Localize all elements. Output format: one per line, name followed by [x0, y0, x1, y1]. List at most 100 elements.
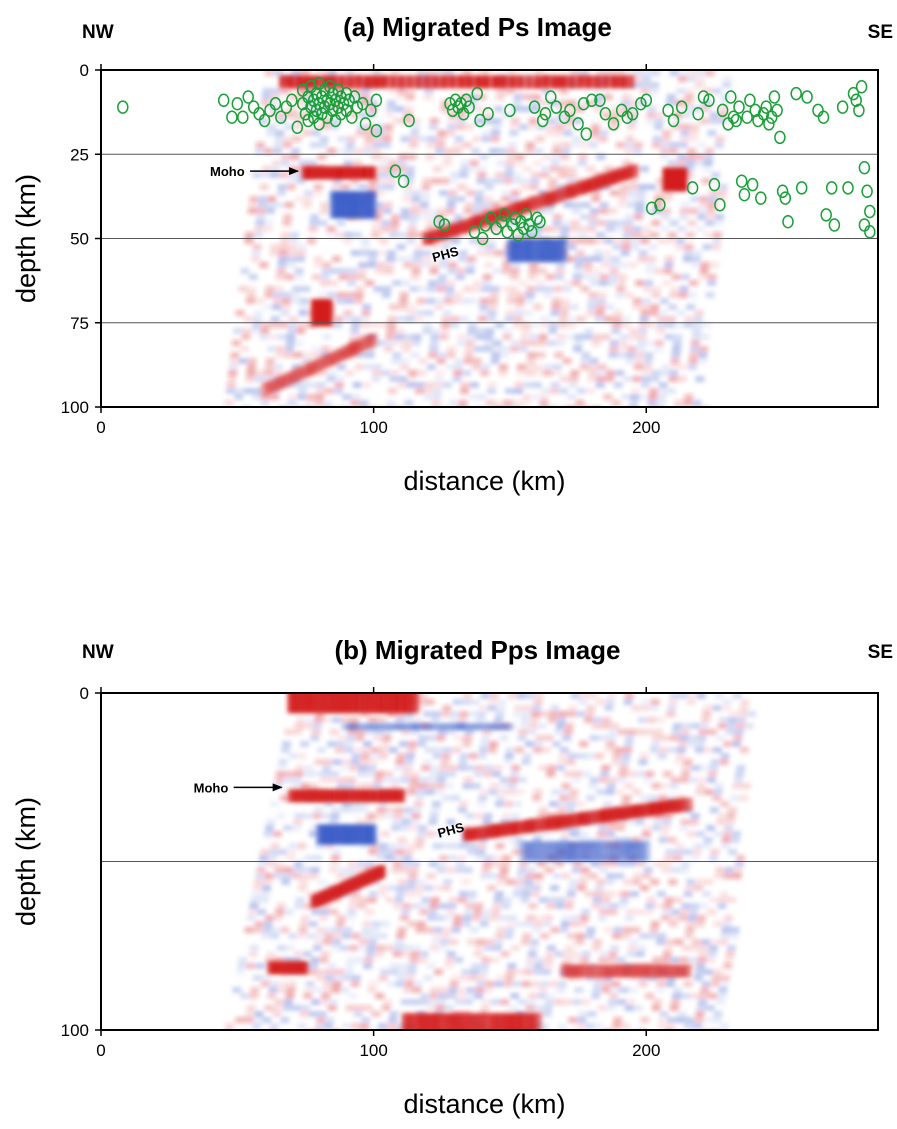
heatmap-cell — [566, 891, 576, 897]
heatmap-cell — [587, 226, 597, 232]
heatmap-cell — [661, 867, 671, 873]
heatmap-cell — [473, 909, 483, 915]
heatmap-cell — [350, 178, 360, 184]
heatmap-cell — [598, 867, 608, 873]
heatmap-cell — [378, 843, 388, 849]
heatmap-cell — [510, 813, 520, 819]
heatmap-cell — [712, 795, 722, 801]
heatmap-cell — [319, 136, 329, 142]
heatmap-cell — [663, 903, 673, 909]
heatmap-cell — [656, 328, 666, 334]
heatmap-cell — [618, 771, 628, 777]
heatmap-cell — [678, 70, 688, 76]
heatmap-cell — [685, 927, 695, 933]
heatmap-cell — [456, 340, 466, 346]
heatmap-cell — [305, 717, 314, 723]
heatmap-cell — [613, 238, 623, 244]
heatmap-cell — [302, 951, 312, 957]
y-tick-label: 100 — [61, 1021, 89, 1040]
heatmap-cell — [245, 376, 255, 382]
heatmap-cell — [674, 939, 684, 945]
heatmap-cell — [287, 256, 296, 262]
heatmap-cell — [691, 765, 701, 771]
heatmap-cell — [267, 124, 276, 130]
heatmap-cell — [696, 693, 706, 699]
heatmap-cell — [273, 1005, 283, 1011]
heatmap-cell — [733, 777, 743, 783]
heatmap-cell — [387, 322, 396, 328]
heatmap-cell — [714, 873, 724, 879]
heatmap-cell — [717, 723, 727, 729]
heatmap-cell — [593, 891, 603, 897]
heatmap-cell — [718, 190, 727, 196]
heatmap-cell — [315, 1023, 325, 1029]
heatmap-cell — [558, 1023, 568, 1029]
heatmap-cell — [418, 358, 428, 364]
heatmap-cell — [546, 903, 556, 909]
heatmap-cell — [690, 340, 700, 346]
heatmap-cell — [476, 328, 486, 334]
heatmap-cell — [481, 208, 491, 214]
heatmap-cell — [416, 298, 426, 304]
heatmap-cell — [542, 831, 552, 837]
heatmap-cell — [367, 184, 377, 190]
heatmap-cell — [368, 849, 378, 855]
heatmap-cell — [357, 771, 367, 777]
heatmap-cell — [243, 316, 253, 322]
event-marker — [654, 198, 666, 212]
heatmap-cell — [505, 927, 515, 933]
heatmap-cell — [582, 268, 592, 274]
heatmap-cell — [532, 885, 541, 891]
event-marker — [755, 191, 767, 205]
heatmap-cell — [563, 202, 573, 208]
heatmap-cell — [429, 340, 439, 346]
event-marker — [790, 86, 802, 101]
heatmap-cell — [426, 364, 436, 370]
heatmap-cell — [476, 981, 486, 987]
heatmap-cell — [735, 771, 745, 777]
heatmap-cell — [611, 400, 621, 406]
heatmap-cell — [236, 969, 245, 975]
heatmap-cell — [683, 849, 693, 855]
heatmap-cell — [470, 699, 480, 705]
heatmap-cell — [488, 304, 498, 310]
heatmap-cell — [498, 783, 508, 789]
event-marker — [774, 130, 786, 145]
heatmap-cell — [497, 789, 507, 795]
heatmap-cell — [287, 250, 297, 256]
heatmap-cell — [586, 837, 596, 843]
heatmap-cell — [457, 897, 467, 903]
heatmap-cell — [444, 1005, 454, 1011]
heatmap-cell — [564, 945, 574, 951]
heatmap-cell — [270, 172, 280, 178]
heatmap-cell — [405, 753, 415, 759]
heatmap-cell — [427, 214, 437, 220]
heatmap-cell — [272, 831, 282, 837]
heatmap-cell — [428, 861, 438, 867]
heatmap-cell — [495, 933, 505, 939]
heatmap-cell — [397, 885, 406, 891]
heatmap-cell — [479, 789, 489, 795]
heatmap-cell — [385, 807, 395, 813]
heatmap-cell — [617, 861, 627, 867]
heatmap-cell — [525, 963, 535, 969]
heatmap-cell — [671, 274, 681, 280]
heatmap-cell — [601, 334, 611, 340]
heatmap-cell — [294, 124, 303, 130]
heatmap-cell — [308, 921, 318, 927]
heatmap-cell — [629, 400, 639, 406]
heatmap-cell — [257, 861, 267, 867]
event-marker — [782, 214, 794, 229]
heatmap-cell — [629, 939, 639, 945]
heatmap-cell — [317, 154, 327, 160]
heatmap-cell — [463, 867, 473, 873]
event-marker — [343, 93, 355, 108]
heatmap-cell — [641, 699, 651, 705]
heatmap-cell — [396, 166, 406, 172]
heatmap-cell — [280, 88, 290, 94]
heatmap-cell — [367, 897, 377, 903]
heatmap-cell — [388, 388, 397, 394]
heatmap-cell — [441, 753, 451, 759]
heatmap-cell — [640, 837, 650, 843]
heatmap-cell — [444, 915, 454, 921]
